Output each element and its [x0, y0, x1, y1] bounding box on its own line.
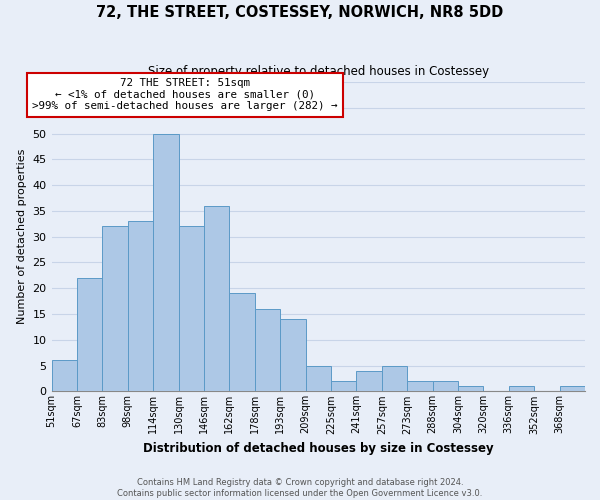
Y-axis label: Number of detached properties: Number of detached properties — [17, 149, 27, 324]
Text: 72, THE STREET, COSTESSEY, NORWICH, NR8 5DD: 72, THE STREET, COSTESSEY, NORWICH, NR8 … — [97, 5, 503, 20]
Text: 72 THE STREET: 51sqm
← <1% of detached houses are smaller (0)
>99% of semi-detac: 72 THE STREET: 51sqm ← <1% of detached h… — [32, 78, 338, 112]
Bar — [255, 309, 280, 392]
Bar — [77, 278, 103, 392]
Text: Contains HM Land Registry data © Crown copyright and database right 2024.
Contai: Contains HM Land Registry data © Crown c… — [118, 478, 482, 498]
Bar — [153, 134, 179, 392]
Bar — [509, 386, 534, 392]
Bar — [179, 226, 204, 392]
X-axis label: Distribution of detached houses by size in Costessey: Distribution of detached houses by size … — [143, 442, 494, 455]
Bar — [331, 381, 356, 392]
Bar — [458, 386, 484, 392]
Bar — [280, 319, 305, 392]
Bar — [204, 206, 229, 392]
Bar — [382, 366, 407, 392]
Bar — [128, 221, 153, 392]
Bar — [305, 366, 331, 392]
Bar — [433, 381, 458, 392]
Title: Size of property relative to detached houses in Costessey: Size of property relative to detached ho… — [148, 65, 489, 78]
Bar — [407, 381, 433, 392]
Bar — [356, 371, 382, 392]
Bar — [52, 360, 77, 392]
Bar — [229, 294, 255, 392]
Bar — [103, 226, 128, 392]
Bar — [560, 386, 585, 392]
